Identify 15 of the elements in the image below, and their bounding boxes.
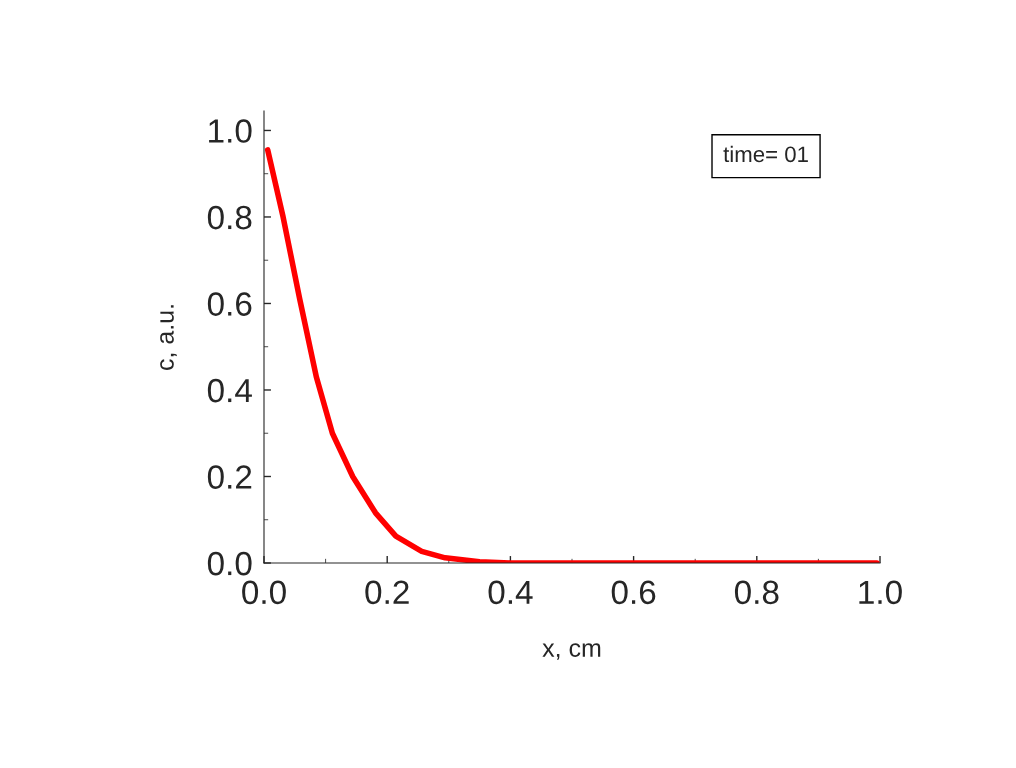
y-tick-label: 0.8	[207, 205, 252, 230]
x-tick-label: 1.0	[859, 580, 902, 605]
annotation: time= 01	[723, 145, 808, 163]
x-axis-title: x, cm	[542, 643, 601, 660]
x-tick-label: 0.0	[242, 580, 286, 605]
x-tick-label: 0.8	[734, 580, 779, 605]
x-tick-label: 0.6	[611, 580, 656, 605]
y-axis-title: c, a.u.	[160, 305, 177, 370]
y-tick-label: 0.0	[207, 551, 252, 576]
y-tick-label: 1.0	[209, 119, 252, 143]
x-tick-label: 0.4	[488, 580, 533, 605]
y-tick-label: 0.6	[207, 292, 252, 316]
x-tick-label: 0.2	[365, 580, 409, 605]
y-tick-label: 0.2	[207, 465, 252, 489]
y-tick-label: 0.4	[207, 378, 252, 403]
